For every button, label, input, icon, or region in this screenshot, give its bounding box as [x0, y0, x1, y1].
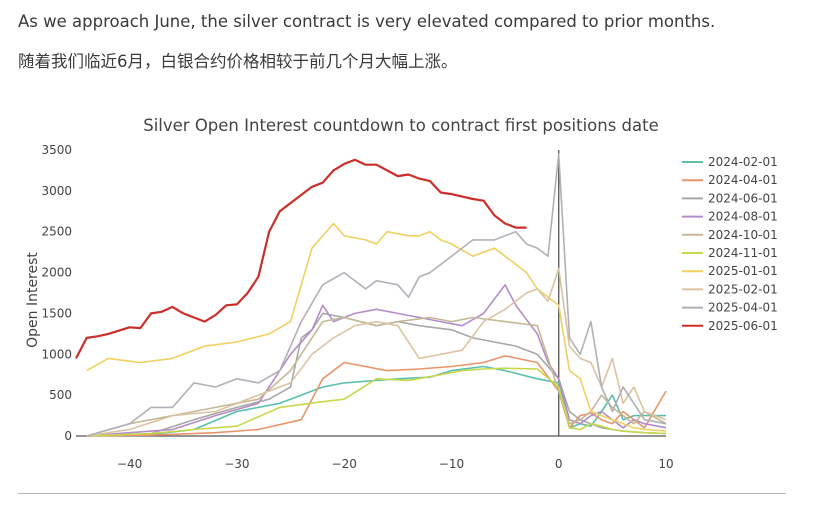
legend-label: 2024-06-01 [708, 191, 778, 205]
legend-label: 2024-08-01 [708, 210, 778, 224]
y-tick-label: 500 [49, 388, 72, 402]
legend-label: 2024-11-01 [708, 246, 778, 260]
x-tick-label: −40 [117, 457, 142, 471]
series-line-2025-06-01 [75, 158, 527, 359]
intro-paragraph-en: As we approach June, the silver contract… [18, 12, 716, 31]
chart-legend: 2024-02-01 2024-04-01 2024-06-01 2024-08-01… [682, 155, 778, 333]
series-line-2024-08-01 [86, 283, 667, 437]
x-tick-label: −10 [439, 457, 464, 471]
y-tick-label: 2500 [41, 225, 72, 239]
legend-label: 2025-04-01 [708, 301, 778, 315]
series-line-2025-01-01 [86, 222, 667, 432]
chart-title: Silver Open Interest countdown to contra… [143, 116, 659, 135]
series-line-2024-10-01 [86, 316, 667, 437]
x-tick-label: 0 [555, 457, 563, 471]
legend-label: 2024-04-01 [708, 173, 778, 187]
x-tick-label: −20 [332, 457, 357, 471]
y-tick-label: 3000 [41, 184, 72, 198]
x-tick-label: 10 [658, 457, 673, 471]
legend-label: 2025-01-01 [708, 264, 778, 278]
legend-label: 2025-02-01 [708, 282, 778, 296]
y-tick-label: 3500 [41, 143, 72, 157]
bottom-divider [18, 493, 786, 494]
series-line-2024-11-01 [86, 367, 667, 437]
legend-label: 2025-06-01 [708, 319, 778, 333]
y-tick-label: 0 [64, 429, 72, 443]
intro-paragraph-zh: 随着我们临近6月，白银合约价格相较于前几个月大幅上涨。 [18, 52, 458, 71]
x-tick-label: −30 [224, 457, 249, 471]
y-axis-label: Open Interest [25, 252, 41, 348]
y-tick-label: 1500 [41, 306, 72, 320]
legend-label: 2024-10-01 [708, 228, 778, 242]
legend-label: 2024-02-01 [708, 155, 778, 169]
y-tick-label: 1000 [41, 347, 72, 361]
series-layer [75, 153, 667, 437]
y-tick-label: 2000 [41, 266, 72, 280]
series-line-2024-04-01 [86, 355, 667, 437]
series-line-2025-02-01 [86, 267, 667, 437]
series-line-2025-04-01 [86, 153, 667, 437]
